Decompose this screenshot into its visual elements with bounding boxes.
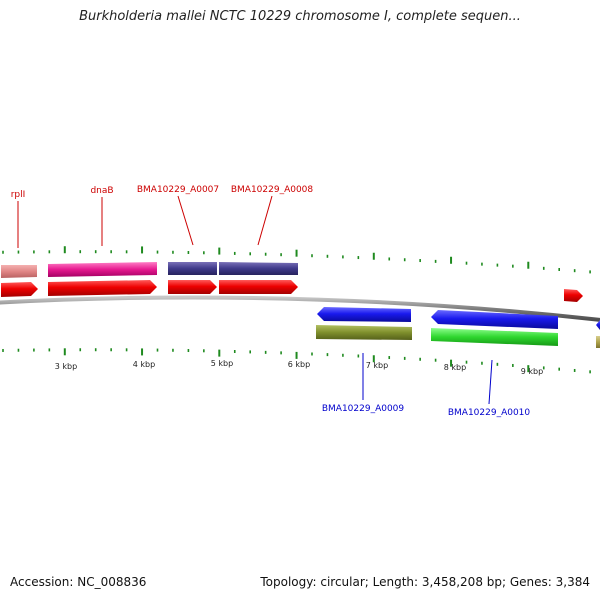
scale-label: 4 kbp <box>133 360 155 369</box>
cds-arrow-dnaB[interactable] <box>48 280 157 296</box>
scale-label: 3 kbp <box>55 362 77 371</box>
upper-tick-track <box>2 246 591 274</box>
forward-cds-track <box>1 280 583 302</box>
gene-label-bma10229-a0009[interactable]: BMA10229_A0009 <box>322 404 405 414</box>
chromosome-backbone <box>0 295 600 322</box>
feature-bma10229-a0009[interactable] <box>316 325 412 340</box>
topology-summary: Topology: circular; Length: 3,458,208 bp… <box>260 575 590 589</box>
feature-bma10229-a0007[interactable] <box>168 262 217 275</box>
feature-edge[interactable] <box>596 336 600 348</box>
feature-rplI[interactable] <box>1 265 37 278</box>
map-title: Burkholderia mallei NCTC 10229 chromosom… <box>79 9 521 24</box>
gene-label-dnaB[interactable]: dnaB <box>90 186 113 196</box>
scale-label: 7 kbp <box>366 361 388 370</box>
cds-arrow-rplI[interactable] <box>1 282 38 297</box>
cds-arrow-next[interactable] <box>564 289 583 302</box>
cds-arrow-bma10229-a0009[interactable] <box>317 307 411 322</box>
leader-line-bma10229-a0010 <box>488 359 493 405</box>
reverse-cds-track <box>317 307 600 330</box>
scale-labels: 3 kbp 4 kbp 5 kbp 6 kbp 7 kbp 8 kbp 9 kb… <box>55 359 543 376</box>
feature-dnaB[interactable] <box>48 262 157 277</box>
gene-label-bma10229-a0008[interactable]: BMA10229_A0008 <box>231 185 314 195</box>
scale-label: 6 kbp <box>288 360 310 369</box>
cds-arrow-bma10229-a0007[interactable] <box>168 280 217 294</box>
scale-label: 9 kbp <box>521 367 543 376</box>
forward-gene-labels: rplI dnaB BMA10229_A0007 BMA10229_A0008 <box>11 185 314 248</box>
cds-arrow-bma10229-a0008[interactable] <box>219 280 298 294</box>
gene-label-rplI[interactable]: rplI <box>11 190 26 200</box>
gene-label-bma10229-a0010[interactable]: BMA10229_A0010 <box>448 408 531 418</box>
reverse-gene-labels: BMA10229_A0009 BMA10229_A0010 <box>322 353 531 418</box>
leader-line-bma10229-a0007 <box>177 195 194 246</box>
reverse-feature-track <box>316 325 600 348</box>
feature-bma10229-a0008[interactable] <box>219 262 298 275</box>
cds-arrow-edge[interactable] <box>596 320 600 330</box>
cds-arrow-bma10229-a0010[interactable] <box>431 310 558 329</box>
lower-tick-track <box>2 348 591 374</box>
gene-label-bma10229-a0007[interactable]: BMA10229_A0007 <box>137 185 219 195</box>
scale-label: 8 kbp <box>444 363 466 372</box>
scale-label: 5 kbp <box>211 359 233 368</box>
accession-label: Accession: NC_008836 <box>10 575 147 589</box>
feature-bma10229-a0010[interactable] <box>431 328 558 346</box>
forward-feature-track <box>1 262 298 278</box>
leader-line-bma10229-a0008 <box>257 195 273 246</box>
